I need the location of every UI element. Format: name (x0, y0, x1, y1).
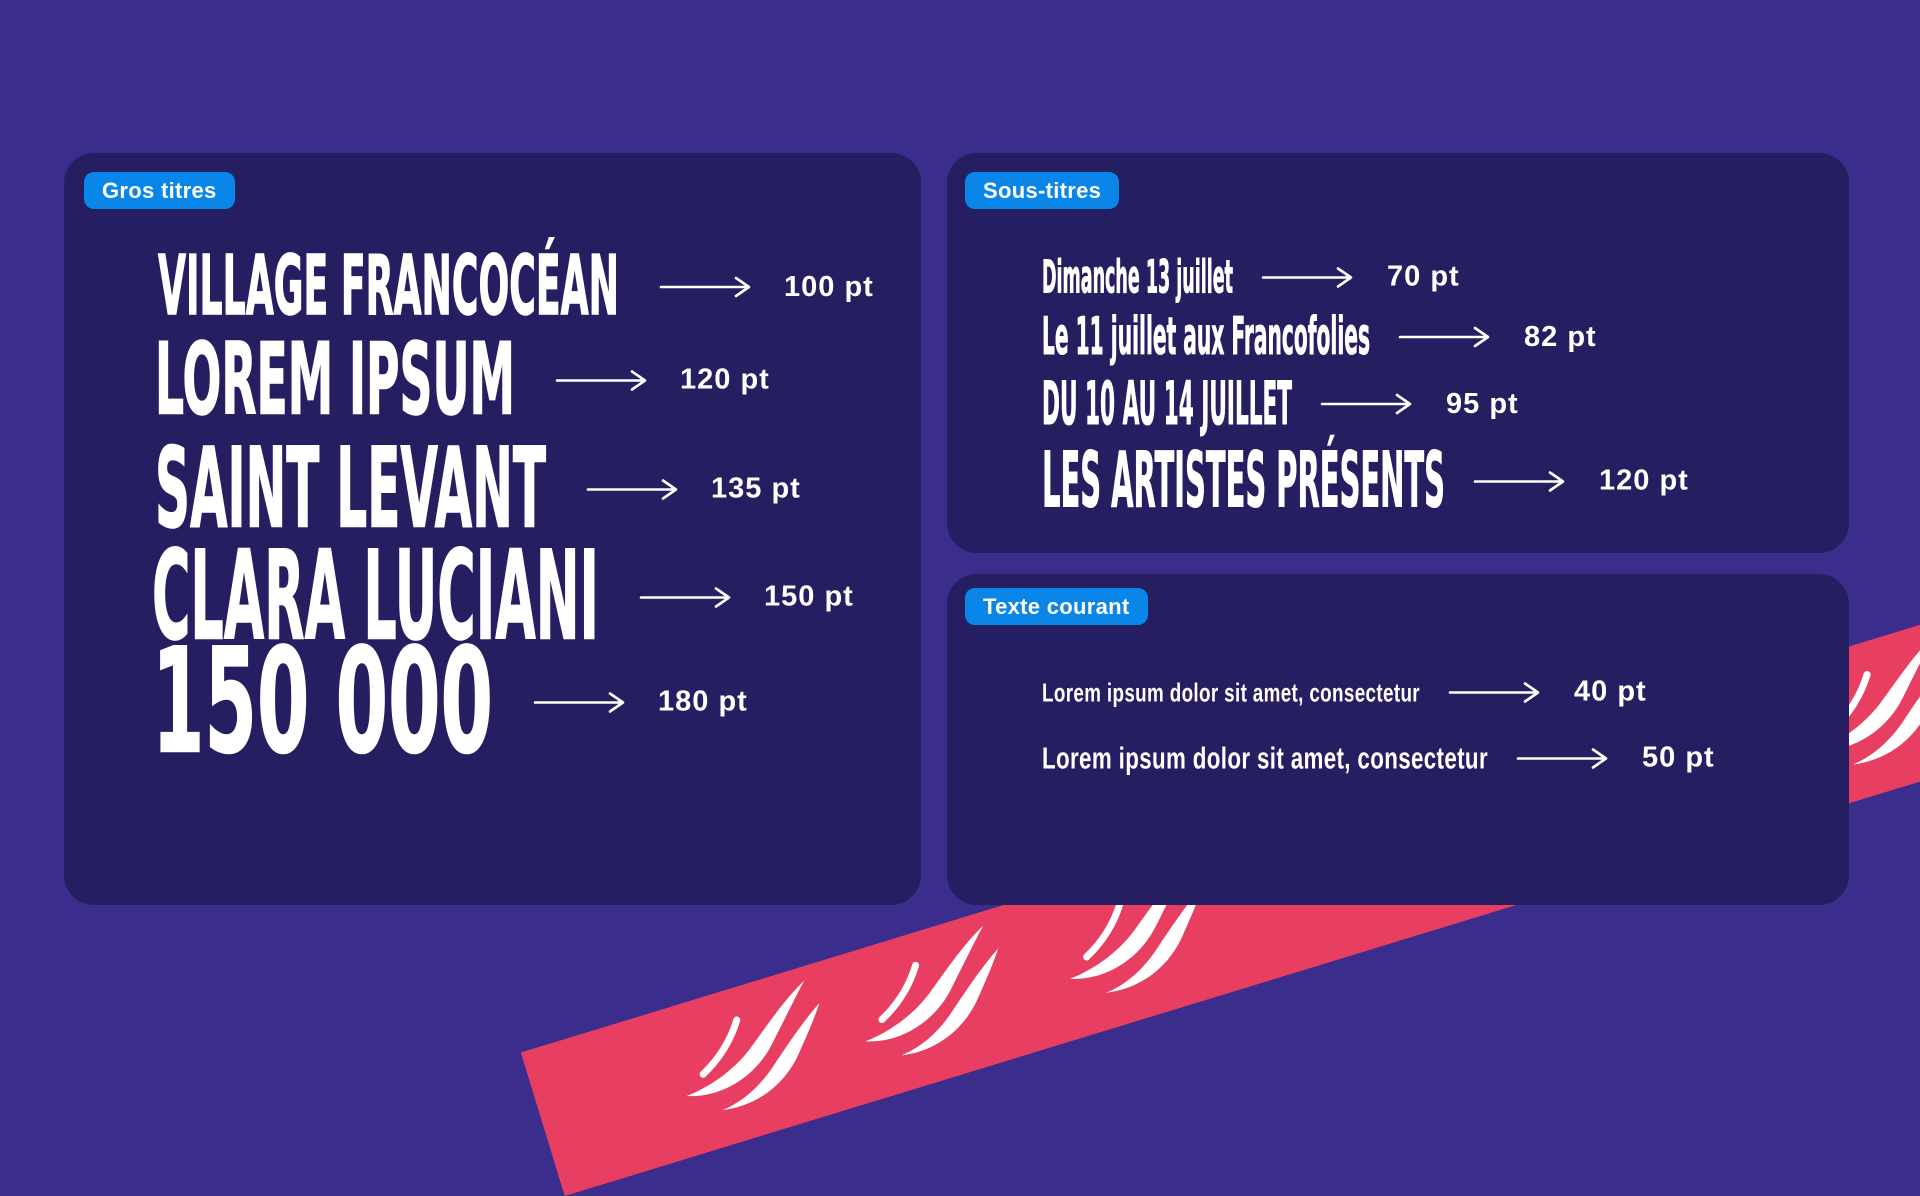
size-label: 150 pt (764, 580, 854, 613)
size-label: 95 pt (1446, 387, 1519, 420)
wave-swoosh-icon (865, 925, 999, 1056)
size-label: 180 pt (658, 685, 748, 718)
arrow-icon (1261, 266, 1353, 288)
type-specimen-row: Le 11 juillet aux Francofolies 82 pt (1042, 307, 1597, 367)
size-label: 100 pt (784, 270, 874, 303)
arrow-icon (533, 691, 625, 713)
size-label: 120 pt (680, 363, 770, 396)
size-label: 135 pt (711, 472, 801, 505)
arrow-icon (639, 586, 731, 608)
section-badge: Texte courant (965, 588, 1148, 625)
arrow-icon (659, 276, 751, 298)
type-specimen-row: LES ARTISTES PRÉSENTS 120 pt (1042, 436, 1689, 526)
arrow-icon (555, 369, 647, 391)
specimen-text: CLARA LUCIANI (152, 525, 600, 669)
arrow-icon (1473, 470, 1565, 492)
specimen-text: 150 000 (152, 617, 494, 787)
panel-texte-courant: Texte courant Lorem ipsum dolor sit amet… (947, 574, 1849, 905)
type-specimen-row: Lorem ipsum dolor sit amet, consectetur … (1042, 676, 1647, 709)
specimen-text: VILLAGE FRANCOCÉAN (158, 239, 620, 334)
arrow-icon (586, 478, 678, 500)
type-specimen-row: VILLAGE FRANCOCÉAN 100 pt (158, 239, 874, 334)
specimen-text: Dimanche 13 juillet (1042, 250, 1233, 304)
size-label: 40 pt (1574, 675, 1647, 708)
type-specimen-row: 150 000 180 pt (152, 617, 748, 787)
arrow-icon (1398, 326, 1490, 348)
brand-typography-page: { "colors": { "background": "#3A2D8C", "… (64, 153, 1920, 1196)
specimen-text: LOREM IPSUM (155, 322, 516, 438)
specimen-text: Le 11 juillet aux Francofolies (1042, 307, 1370, 367)
type-specimen-row: Lorem ipsum dolor sit amet, consectetur … (1042, 742, 1715, 775)
type-specimen-row: CLARA LUCIANI 150 pt (152, 525, 854, 669)
specimen-text: LES ARTISTES PRÉSENTS (1042, 436, 1445, 526)
size-label: 70 pt (1387, 260, 1460, 293)
size-label: 50 pt (1642, 741, 1715, 774)
wave-swoosh-icon (686, 980, 820, 1111)
panel-gros-titres: Gros titres VILLAGE FRANCOCÉAN 100 pt LO… (64, 153, 921, 905)
size-label: 120 pt (1599, 464, 1689, 497)
section-badge: Sous-titres (965, 172, 1120, 209)
specimen-text: Lorem ipsum dolor sit amet, consectetur (1042, 740, 1488, 776)
specimen-text: Lorem ipsum dolor sit amet, consectetur (1042, 677, 1420, 707)
panel-sous-titres: Sous-titres Dimanche 13 juillet 70 pt Le… (947, 153, 1849, 553)
size-label: 82 pt (1524, 320, 1597, 353)
section-badge: Gros titres (84, 172, 235, 209)
arrow-icon (1320, 393, 1412, 415)
specimen-text: DU 10 AU 14 JUILLET (1042, 369, 1292, 439)
type-specimen-row: LOREM IPSUM 120 pt (155, 322, 770, 438)
wave-swoosh-icon (1070, 863, 1203, 993)
type-specimen-row: Dimanche 13 juillet 70 pt (1042, 250, 1460, 304)
specimen-text: SAINT LEVANT (155, 424, 547, 554)
arrow-icon (1516, 747, 1608, 769)
type-specimen-row: SAINT LEVANT 135 pt (155, 424, 801, 554)
type-specimen-row: DU 10 AU 14 JUILLET 95 pt (1042, 369, 1519, 439)
arrow-icon (1448, 681, 1540, 703)
